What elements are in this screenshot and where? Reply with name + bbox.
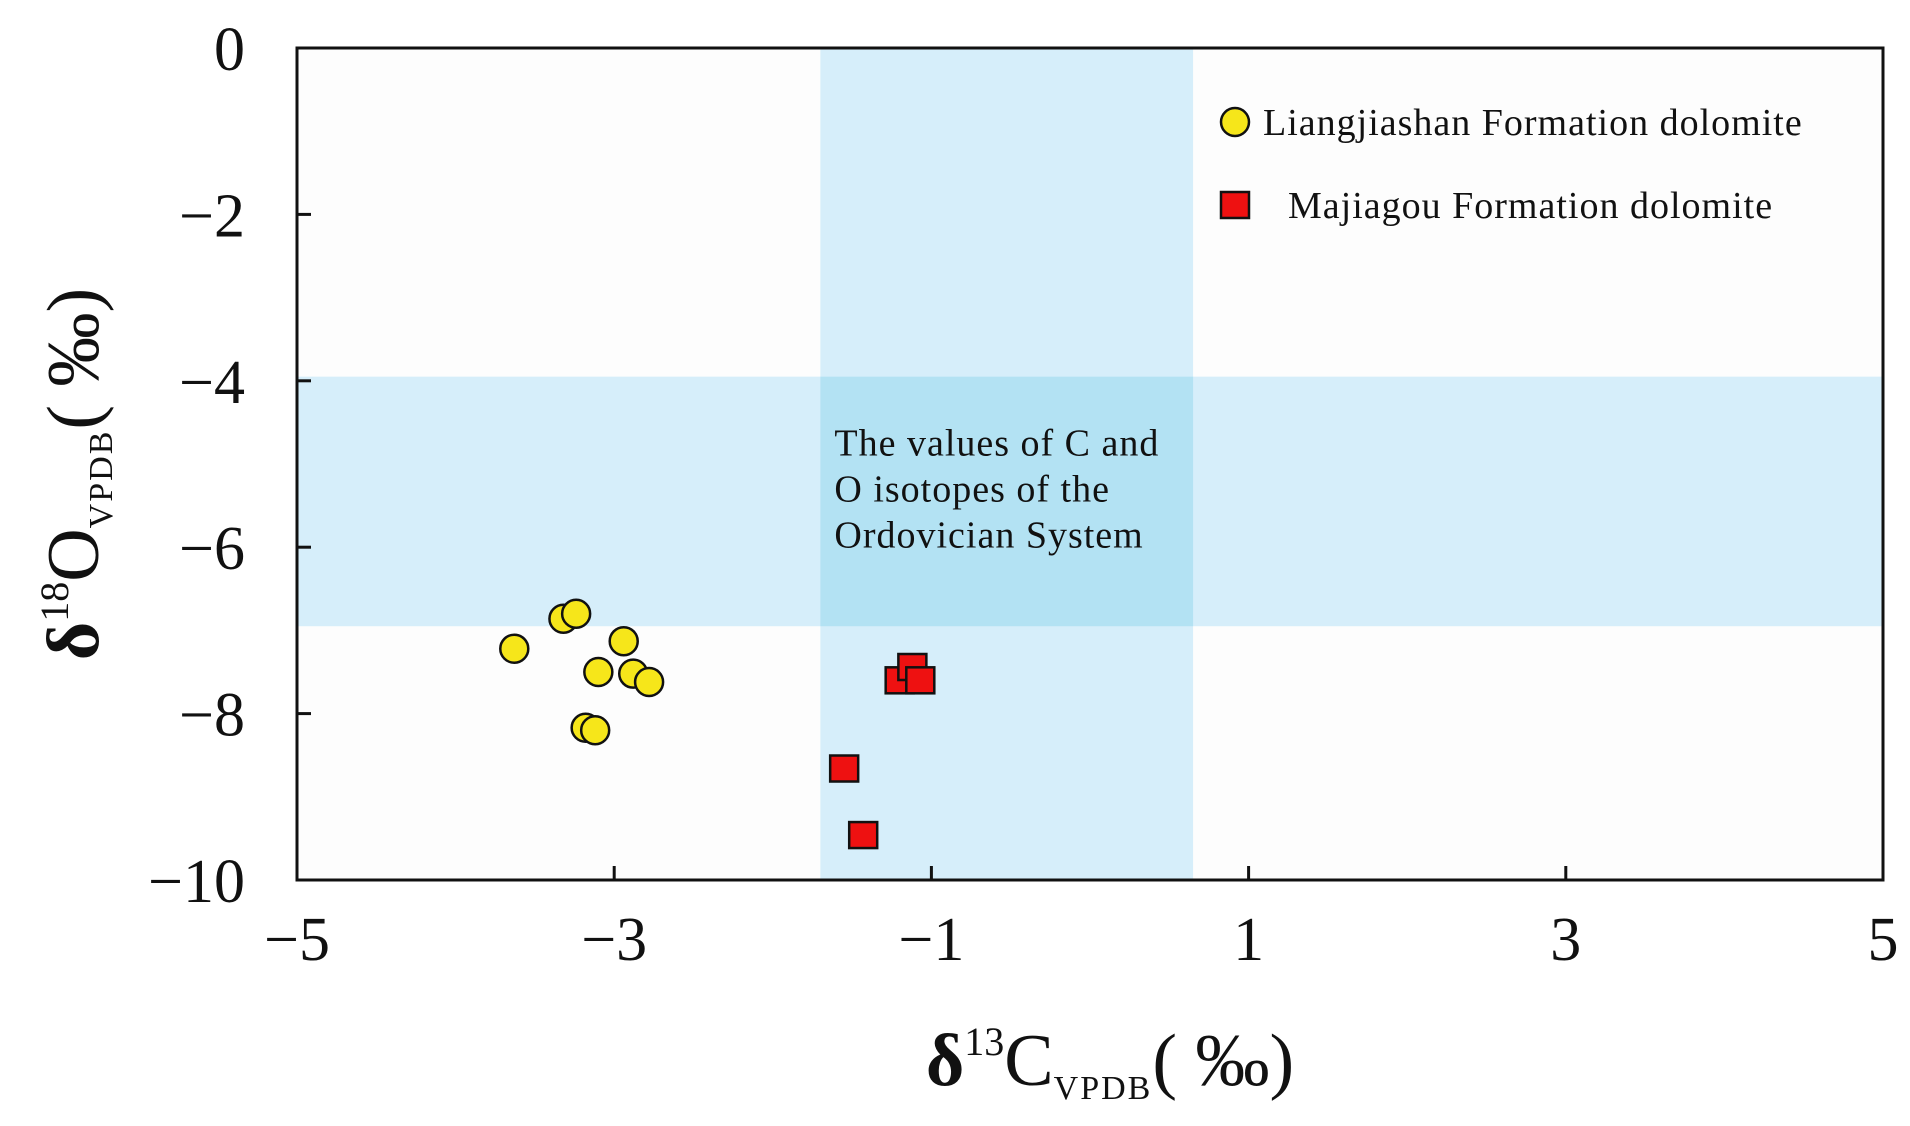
y-tick-label: 0 xyxy=(214,16,245,84)
y-axis: 0 −2 −4 −6 −8 −10 xyxy=(148,16,311,916)
data-point-liangjiashan xyxy=(608,625,639,657)
x-axis-title-sub: VPDB xyxy=(1054,1070,1153,1107)
reference-band-overlap xyxy=(820,376,1194,627)
x-axis-title-sup: 13 xyxy=(964,1019,1004,1064)
data-point-liangjiashan xyxy=(560,598,592,630)
band-note-line: O isotopes of the xyxy=(834,469,1110,511)
data-point-majiagou xyxy=(847,820,879,850)
y-tick-label: −8 xyxy=(179,682,245,750)
x-tick-label: 5 xyxy=(1868,906,1899,974)
band-note-line: Ordovician System xyxy=(834,515,1143,557)
x-tick-label: −1 xyxy=(898,906,964,974)
y-axis-title-sup: 18 xyxy=(32,582,77,622)
y-axis-title-main: O xyxy=(33,528,115,581)
y-axis-title-sub: VPDB xyxy=(83,430,120,529)
legend-label-majiagou: Majiagou Formation dolomite xyxy=(1288,185,1773,227)
data-points xyxy=(499,598,936,850)
data-point-majiagou xyxy=(905,666,936,695)
x-axis: −5 −3 −1 1 3 5 xyxy=(264,866,1899,974)
x-axis-title-main: C xyxy=(1004,1020,1053,1102)
x-tick-label: −3 xyxy=(581,906,647,974)
y-axis-title-prefix: δ xyxy=(33,622,115,660)
y-tick-label: −6 xyxy=(179,515,245,583)
band-note-line: The values of C and xyxy=(834,423,1159,465)
y-tick-label: −4 xyxy=(179,349,245,417)
x-tick-label: 1 xyxy=(1233,906,1264,974)
legend-marker-circle xyxy=(1219,106,1251,138)
data-point-liangjiashan xyxy=(579,714,611,746)
x-axis-title-unit: ( ‰) xyxy=(1152,1020,1294,1102)
plot-frame xyxy=(295,46,1885,882)
x-tick-label: 3 xyxy=(1550,906,1581,974)
data-point-liangjiashan xyxy=(499,633,530,664)
data-point-liangjiashan xyxy=(583,656,614,688)
data-point-liangjiashan xyxy=(633,666,665,698)
y-axis-title: δ18OVPDB( ‰) xyxy=(32,288,120,660)
y-axis-title-unit: ( ‰) xyxy=(33,288,115,430)
legend: Liangjiashan Formation dolomite Majiagou … xyxy=(1219,102,1803,227)
legend-marker-square xyxy=(1219,190,1251,220)
y-tick-label: −10 xyxy=(148,848,245,916)
x-axis-title-prefix: δ xyxy=(926,1020,964,1102)
legend-label-liangjiashan: Liangjiashan Formation dolomite xyxy=(1263,102,1803,144)
x-tick-label: −5 xyxy=(264,906,330,974)
y-tick-label: −2 xyxy=(179,182,245,250)
x-axis-title: δ13CVPDB( ‰) xyxy=(926,1019,1294,1107)
data-point-majiagou xyxy=(828,754,860,783)
